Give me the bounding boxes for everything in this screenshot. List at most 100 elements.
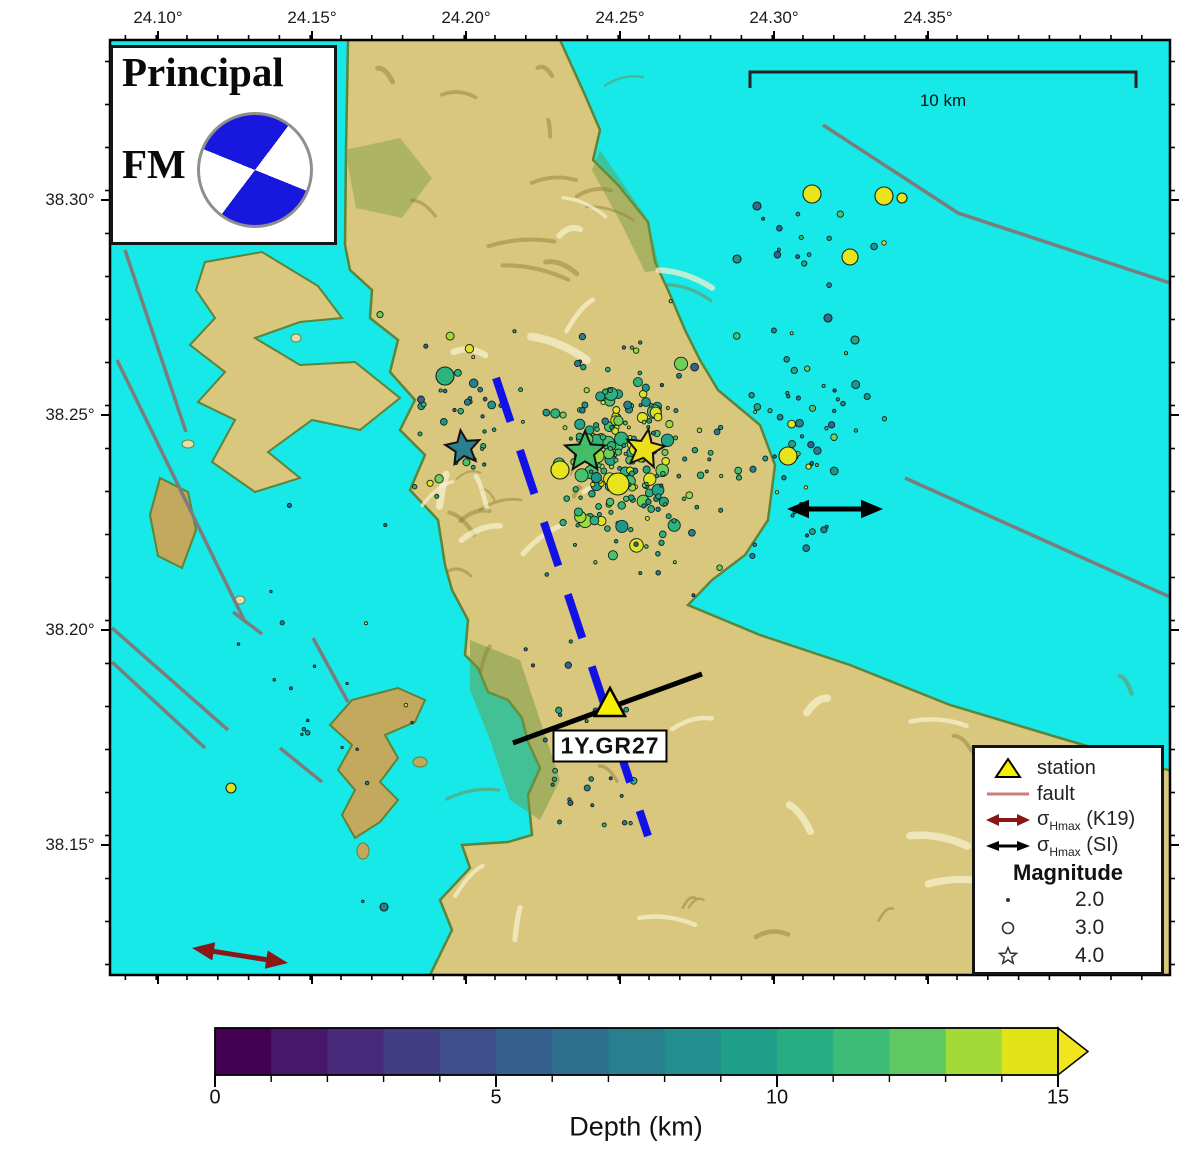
earthquake-dot	[685, 491, 694, 500]
scale-bar-label: 10 km	[919, 91, 967, 110]
earthquake-dot	[717, 424, 724, 431]
earthquake-dot	[655, 493, 662, 500]
fault-lines	[110, 123, 1170, 784]
earthquake-dot	[379, 902, 389, 912]
earthquake-dot	[767, 408, 773, 414]
earthquake-dot	[672, 560, 677, 565]
earthquake-dot	[584, 719, 589, 724]
earthquake-dot	[752, 542, 757, 547]
earthquake-dot	[843, 351, 849, 356]
earthquake-dot	[644, 515, 650, 521]
earthquake-dot	[589, 515, 600, 526]
stress-axis-arrows	[192, 499, 883, 969]
earthquake-dot	[619, 793, 624, 798]
legend-station-label: station	[1037, 756, 1096, 779]
earthquake-dot	[550, 782, 555, 787]
earthquake-dot	[690, 362, 699, 372]
earthquake-dot	[438, 388, 443, 393]
terrain-stroke	[500, 263, 571, 282]
earthquake-dot	[590, 481, 596, 488]
islet	[290, 333, 302, 343]
station-label: 1Y.GR27	[552, 729, 668, 763]
axis-ticks	[101, 31, 1179, 984]
colorbar-cell	[945, 1028, 1003, 1075]
earthquake-dot	[355, 747, 359, 751]
earthquake-dot	[807, 441, 815, 449]
terrain-stroke	[877, 907, 895, 922]
earthquake-dot	[681, 496, 687, 502]
earthquake-dot	[621, 345, 627, 350]
earthquake-dot	[790, 513, 795, 518]
earthquake-dot	[832, 408, 837, 414]
earthquake-dot	[641, 383, 650, 392]
earthquake-dot	[696, 471, 705, 479]
earthquake-dot	[612, 406, 621, 414]
earthquake-dot	[452, 407, 457, 413]
earthquake-dot	[660, 470, 666, 477]
earthquake-dot	[874, 186, 894, 206]
terrain-stroke	[440, 90, 478, 100]
earthquake-dot	[364, 780, 370, 786]
earthquake-dot	[605, 366, 611, 373]
earthquake-dot	[870, 242, 878, 251]
earthquake-dot	[605, 497, 615, 507]
earthquake-dot	[790, 366, 798, 375]
earthquake-dot	[542, 737, 548, 743]
earthquake-dot	[653, 412, 663, 422]
terrain-stroke	[669, 715, 714, 732]
colorbar-tick-label: 0	[209, 1086, 221, 1109]
earthquake-dot	[600, 400, 606, 406]
earthquake-dot	[805, 533, 809, 538]
earthquake-dot	[593, 560, 598, 565]
fault-line	[115, 359, 247, 623]
earthquake-dot	[471, 355, 476, 360]
earthquake-dot	[734, 466, 743, 475]
earthquake-dot	[595, 503, 602, 510]
earthquake-dot	[574, 468, 589, 483]
earthquake-dot	[713, 428, 721, 436]
legend-row-mag3: 3.0	[979, 916, 1104, 940]
earthquake-dot	[688, 528, 696, 537]
terrain-stroke	[375, 65, 396, 85]
islet	[181, 439, 195, 449]
earthquake-dot	[781, 475, 787, 481]
earthquake-dot	[660, 433, 675, 447]
axis-label-lat: 38.20°	[45, 620, 95, 639]
fault-line	[110, 626, 230, 732]
fault-line	[231, 610, 264, 636]
earthquake-dot	[732, 332, 741, 340]
earthquake-dot	[801, 260, 808, 267]
earthquake-dot	[468, 378, 479, 389]
magnitude-3-circle-icon	[979, 920, 1037, 936]
earthquake-dot	[617, 501, 626, 510]
earthquake-dot	[735, 474, 743, 481]
earthquake-dot	[673, 435, 679, 441]
earthquake-dot	[673, 408, 679, 414]
terrain-stroke	[556, 224, 584, 239]
terrain-stroke	[546, 117, 553, 139]
earthquake-dot	[550, 460, 570, 480]
earthquake-dot	[761, 216, 766, 221]
earthquake-dot	[588, 776, 594, 782]
earthquake-dot	[457, 407, 464, 415]
earthquake-dot	[552, 767, 558, 774]
earthquake-dot	[272, 677, 277, 682]
earthquake-dot	[786, 394, 791, 399]
lowland-green	[345, 138, 432, 218]
terrain-stroke	[458, 522, 503, 543]
earthquake-dot	[813, 446, 822, 455]
earthquake-dot	[590, 803, 595, 808]
earthquake-dot	[573, 507, 584, 517]
earthquake-dot	[286, 502, 292, 508]
earthquake-dot	[776, 413, 784, 421]
earthquake-dot	[776, 247, 781, 252]
earthquake-dot	[435, 366, 455, 386]
magnitude-2-dot-icon	[979, 893, 1037, 907]
earthquake-dot	[772, 454, 777, 459]
terrain-stroke	[420, 480, 455, 508]
earthquake-dot	[752, 201, 762, 211]
earthquake-dot	[704, 469, 709, 474]
terrain-stroke	[527, 332, 591, 364]
earthquake-dot	[439, 417, 448, 426]
earthquake-dot	[544, 572, 550, 577]
